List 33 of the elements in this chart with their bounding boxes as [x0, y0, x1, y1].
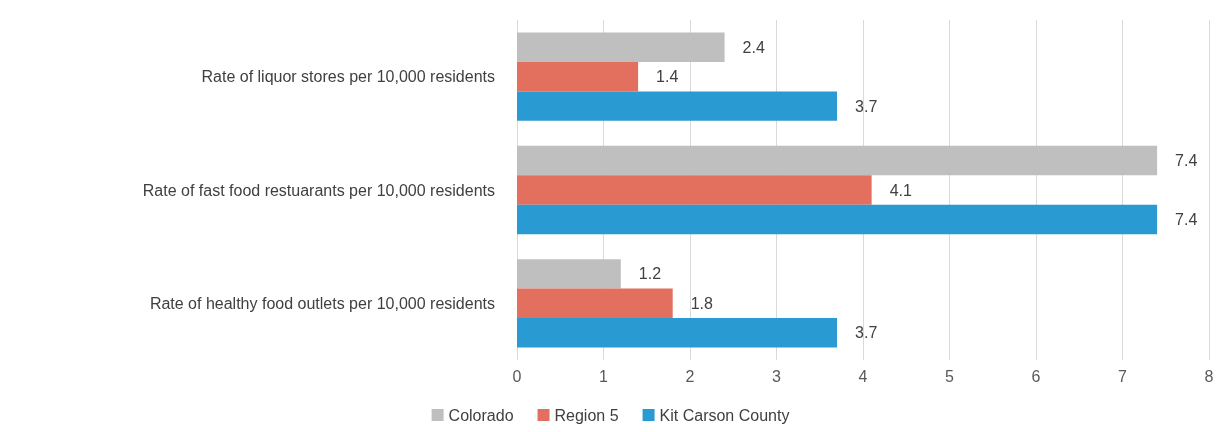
bar	[517, 204, 1158, 235]
x-tick-label: 8	[1204, 367, 1214, 385]
data-label: 3.7	[855, 324, 878, 342]
x-tick-label: 1	[599, 367, 609, 385]
x-tick-label: 0	[512, 367, 522, 385]
legend-label: Region 5	[554, 406, 619, 424]
data-label: 3.7	[855, 97, 878, 115]
data-label: 7.4	[1175, 152, 1198, 170]
data-label: 1.4	[656, 68, 679, 86]
bar	[517, 61, 639, 92]
bar	[517, 318, 838, 348]
bar	[517, 32, 725, 62]
bar	[517, 145, 1158, 176]
data-label: 7.4	[1175, 210, 1198, 228]
x-tick-label: 4	[858, 367, 868, 385]
x-tick-label: 7	[1118, 367, 1128, 385]
bar	[517, 259, 621, 289]
legend-label: Colorado	[448, 406, 514, 424]
x-tick-label: 5	[945, 367, 955, 385]
y-tick-label: Rate of liquor stores per 10,000 residents	[201, 68, 495, 86]
bar	[517, 288, 673, 319]
y-tick-label: Rate of fast food restuarants per 10,000 residents	[142, 181, 495, 199]
x-tick-label: 3	[772, 367, 782, 385]
bar	[517, 175, 872, 205]
legend-label: Kit Carson County	[659, 406, 790, 424]
data-label: 1.8	[690, 294, 714, 312]
x-tick-label: 6	[1031, 367, 1041, 385]
data-label: 4.1	[889, 181, 912, 199]
data-label: 1.2	[638, 265, 662, 283]
bar	[517, 91, 838, 121]
x-tick-label: 2	[685, 367, 695, 385]
y-tick-label: Rate of healthy food outlets per 10,000 residents	[149, 294, 495, 312]
data-label: 2.4	[742, 38, 765, 56]
